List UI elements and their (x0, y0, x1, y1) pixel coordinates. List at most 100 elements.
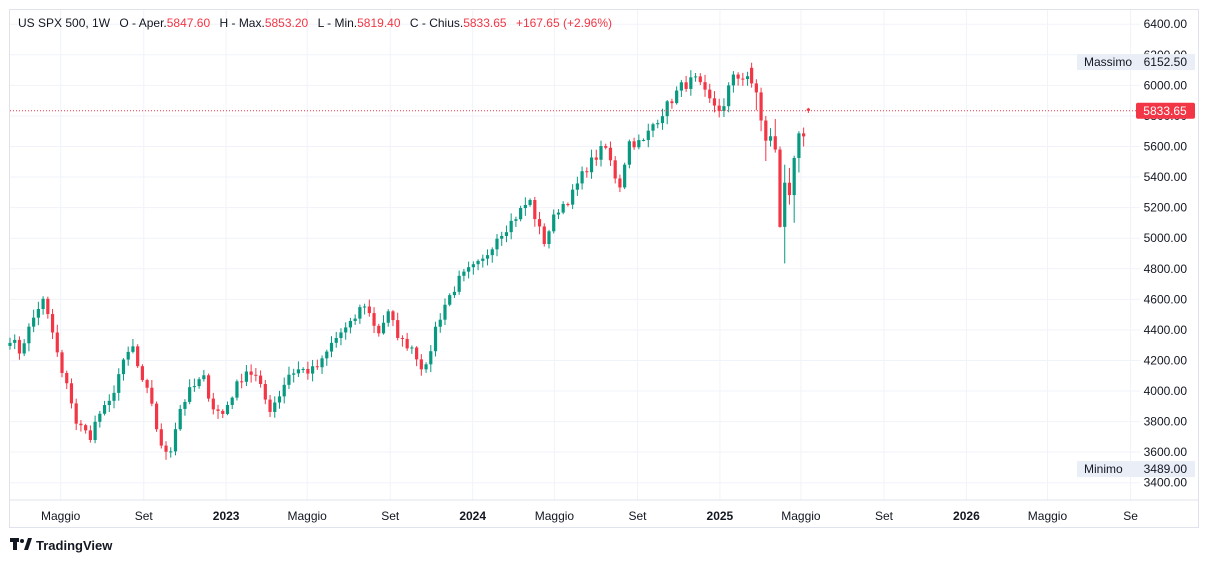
candle-body (46, 298, 50, 315)
candle-body (641, 139, 646, 141)
candle-body (722, 106, 726, 111)
candle-body (787, 182, 792, 196)
candle-body (561, 204, 565, 213)
candle (613, 156, 617, 184)
candle (452, 286, 457, 298)
candle-body (169, 451, 173, 453)
candle (608, 141, 613, 166)
candle (504, 225, 509, 243)
candle (216, 404, 220, 419)
low-value: 5819.40 (357, 16, 401, 30)
candle-body (632, 141, 636, 148)
min-marker-label: Minimo (1084, 462, 1123, 476)
candle (712, 91, 717, 113)
candle (46, 296, 50, 319)
candle-body (500, 235, 504, 239)
candle (273, 396, 277, 418)
x-tick-label: Maggio (781, 509, 821, 523)
candle-body (230, 397, 234, 405)
candle (741, 72, 745, 86)
candle (188, 379, 192, 405)
candle-body (301, 368, 305, 370)
candle (268, 394, 272, 418)
candle (523, 197, 527, 216)
candle-body (202, 375, 206, 380)
candle-body (599, 146, 603, 160)
y-tick-label: 3400.00 (1144, 476, 1188, 490)
candle (665, 100, 669, 125)
candle-body (391, 311, 395, 321)
candle-body (107, 400, 111, 406)
x-tick-label: Maggio (288, 509, 328, 523)
candle-body (410, 347, 414, 349)
candle (471, 261, 475, 275)
candle (183, 399, 187, 416)
candle-body (693, 76, 698, 78)
candle (552, 209, 556, 234)
candle (159, 423, 163, 449)
candle-body (306, 368, 310, 374)
candle-body (585, 171, 589, 173)
candle-body (523, 205, 527, 209)
candle (348, 317, 353, 334)
y-tick-label: 4400.00 (1144, 323, 1188, 337)
candle (202, 369, 206, 382)
candle (660, 108, 665, 130)
candle-body (381, 322, 386, 334)
candle-body (542, 226, 546, 245)
y-tick-label: 4600.00 (1144, 292, 1188, 306)
candle-body (773, 136, 777, 150)
y-tick-label: 5400.00 (1144, 170, 1188, 184)
candle-body (353, 318, 357, 321)
candle-body (32, 317, 36, 327)
candle-body (684, 82, 688, 89)
y-tick-label: 3800.00 (1144, 415, 1188, 429)
candle-body (703, 82, 707, 90)
tradingview-brand[interactable]: TradingView (10, 538, 112, 553)
candle-body (566, 204, 570, 206)
candle-body (55, 332, 59, 353)
candle (17, 336, 22, 360)
candle-body (717, 105, 721, 111)
candle-body (471, 264, 475, 268)
x-tick-label: Set (628, 509, 647, 523)
candle-body (386, 311, 390, 323)
candle-body (467, 267, 471, 272)
candle-body (287, 374, 291, 385)
candle (325, 349, 329, 366)
candle (778, 146, 782, 228)
candle-body (344, 327, 348, 333)
candle (386, 309, 390, 327)
candle (263, 379, 267, 405)
candle-body (727, 85, 731, 107)
candle (107, 394, 111, 412)
candle (731, 71, 735, 93)
x-tick-label: Set (875, 509, 894, 523)
candle (69, 378, 74, 409)
candle (292, 368, 296, 383)
candle-body (589, 157, 594, 173)
candle-body (750, 67, 754, 84)
candle-body (504, 232, 509, 236)
candle-body (627, 141, 631, 165)
candle-body (604, 146, 608, 148)
candle (792, 155, 796, 223)
candle-body (69, 383, 74, 404)
candle (65, 370, 69, 390)
candle-body (679, 82, 683, 91)
candle (708, 83, 712, 103)
candle (145, 378, 149, 394)
candle-body (136, 346, 140, 367)
candle (627, 139, 631, 169)
candle (391, 309, 395, 327)
tradingview-logo-icon (10, 538, 32, 553)
candle-body (528, 200, 532, 206)
candle-body (759, 92, 763, 121)
candle (178, 404, 182, 431)
candle (329, 336, 334, 358)
y-tick-label: 5200.00 (1144, 201, 1188, 215)
candle (405, 332, 409, 351)
candle-body (164, 445, 168, 452)
x-tick-label: 2026 (953, 509, 980, 523)
